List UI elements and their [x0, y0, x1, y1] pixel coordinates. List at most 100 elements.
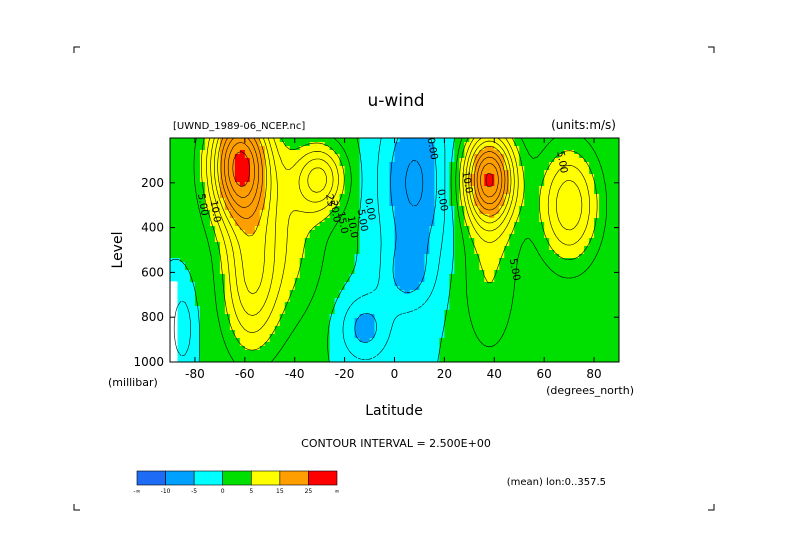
field-cell	[554, 166, 560, 171]
field-cell	[509, 238, 515, 243]
field-cell	[204, 154, 211, 159]
field-cell	[194, 290, 201, 295]
field-cell	[484, 322, 490, 327]
field-cell	[524, 346, 530, 351]
field-cell	[284, 282, 291, 287]
field-cell	[574, 206, 580, 211]
field-cell	[299, 154, 306, 159]
field-cell	[289, 138, 296, 143]
field-cell	[364, 314, 370, 319]
field-cell	[609, 306, 615, 311]
field-cell	[569, 274, 575, 279]
field-cell	[554, 254, 560, 259]
field-cell	[494, 326, 500, 331]
field-cell	[514, 266, 520, 271]
field-cell	[399, 326, 405, 331]
field-cell	[369, 218, 375, 223]
field-cell	[594, 138, 600, 143]
field-cell	[479, 154, 485, 159]
field-cell	[254, 138, 261, 143]
field-cell	[249, 334, 256, 339]
field-cell	[184, 294, 191, 299]
field-cell	[434, 242, 440, 247]
field-cell	[369, 254, 375, 259]
field-cell	[224, 238, 231, 243]
field-cell	[189, 206, 196, 211]
field-cell	[524, 246, 530, 251]
field-cell	[219, 182, 226, 187]
field-cell	[484, 350, 490, 355]
field-cell	[499, 242, 505, 247]
field-cell	[424, 270, 430, 275]
field-cell	[544, 326, 550, 331]
field-cell	[179, 266, 186, 271]
field-cell	[484, 242, 490, 247]
field-cell	[534, 274, 540, 279]
field-cell	[314, 170, 321, 175]
field-cell	[499, 238, 505, 243]
field-cell	[574, 266, 580, 271]
field-cell	[524, 262, 530, 267]
field-cell	[549, 178, 555, 183]
field-cell	[489, 230, 495, 235]
field-cell	[334, 146, 341, 151]
field-cell	[564, 202, 570, 207]
field-cell	[519, 198, 525, 203]
field-cell	[384, 206, 390, 211]
field-cell	[329, 290, 336, 295]
field-cell	[219, 238, 226, 243]
field-cell	[254, 350, 261, 355]
field-cell	[344, 138, 350, 143]
field-cell	[364, 278, 370, 283]
field-cell	[319, 318, 326, 323]
field-cell	[439, 198, 445, 203]
field-cell	[529, 294, 535, 299]
field-cell	[519, 210, 525, 215]
field-cell	[279, 306, 286, 311]
field-cell	[289, 302, 296, 307]
field-cell	[379, 150, 385, 155]
field-cell	[284, 146, 291, 151]
field-cell	[604, 154, 610, 159]
field-cell	[329, 242, 336, 247]
field-cell	[419, 290, 425, 295]
field-cell	[249, 194, 256, 199]
field-cell	[384, 286, 390, 291]
field-cell	[219, 154, 226, 159]
field-cell	[399, 306, 405, 311]
field-cell	[284, 346, 291, 351]
field-cell	[254, 286, 261, 291]
field-cell	[289, 222, 296, 227]
field-cell	[219, 214, 226, 219]
field-cell	[399, 146, 405, 151]
field-cell	[574, 250, 580, 255]
field-cell	[229, 178, 236, 183]
field-cell	[304, 270, 311, 275]
field-cell	[379, 146, 385, 151]
field-cell	[204, 138, 211, 143]
field-cell	[424, 254, 430, 259]
field-cell	[444, 310, 450, 315]
units-label: (units:m/s)	[551, 118, 616, 132]
field-cell	[524, 298, 530, 303]
field-cell	[264, 266, 271, 271]
field-cell	[464, 202, 470, 207]
field-cell	[329, 270, 336, 275]
field-cell	[194, 266, 201, 271]
field-cell	[454, 166, 460, 171]
field-cell	[259, 354, 266, 359]
field-cell	[549, 294, 555, 299]
field-cell	[219, 258, 226, 263]
field-cell	[304, 310, 311, 315]
field-cell	[539, 246, 545, 251]
field-cell	[579, 270, 585, 275]
field-cell	[314, 318, 321, 323]
field-cell	[429, 146, 435, 151]
field-cell	[219, 138, 226, 143]
field-cell	[404, 170, 410, 175]
field-cell	[244, 346, 251, 351]
field-cell	[254, 338, 261, 343]
field-cell	[194, 282, 201, 287]
field-cell	[559, 194, 565, 199]
field-cell	[434, 298, 440, 303]
